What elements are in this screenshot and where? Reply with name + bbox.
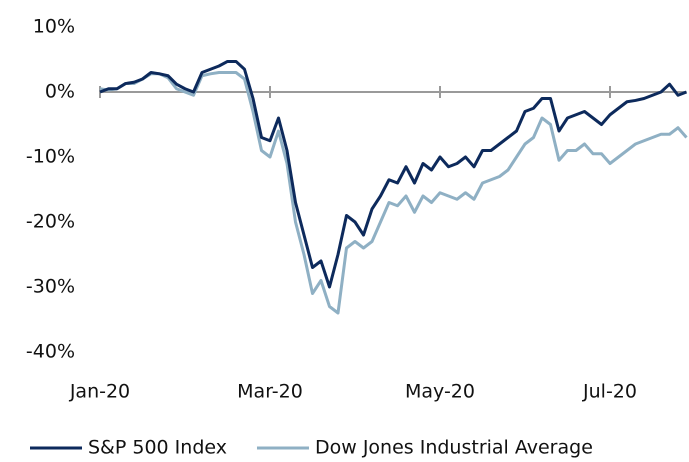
series-line xyxy=(99,71,688,315)
y-tick-label: -20% xyxy=(26,211,75,233)
x-tick-label: Mar-20 xyxy=(237,381,303,403)
y-tick-label: 10% xyxy=(33,16,75,38)
y-tick-label: -10% xyxy=(26,146,75,168)
y-tick-label: -30% xyxy=(26,276,75,298)
y-tick-label: -40% xyxy=(26,341,75,363)
legend-label: Dow Jones Industrial Average xyxy=(315,437,593,459)
x-tick-label: Jul-20 xyxy=(582,381,637,403)
x-tick-label: May-20 xyxy=(405,381,475,403)
series-line xyxy=(99,59,688,289)
legend-label: S&P 500 Index xyxy=(88,437,227,459)
x-tick-label: Jan-20 xyxy=(69,381,130,403)
y-tick-label: 0% xyxy=(45,81,75,103)
